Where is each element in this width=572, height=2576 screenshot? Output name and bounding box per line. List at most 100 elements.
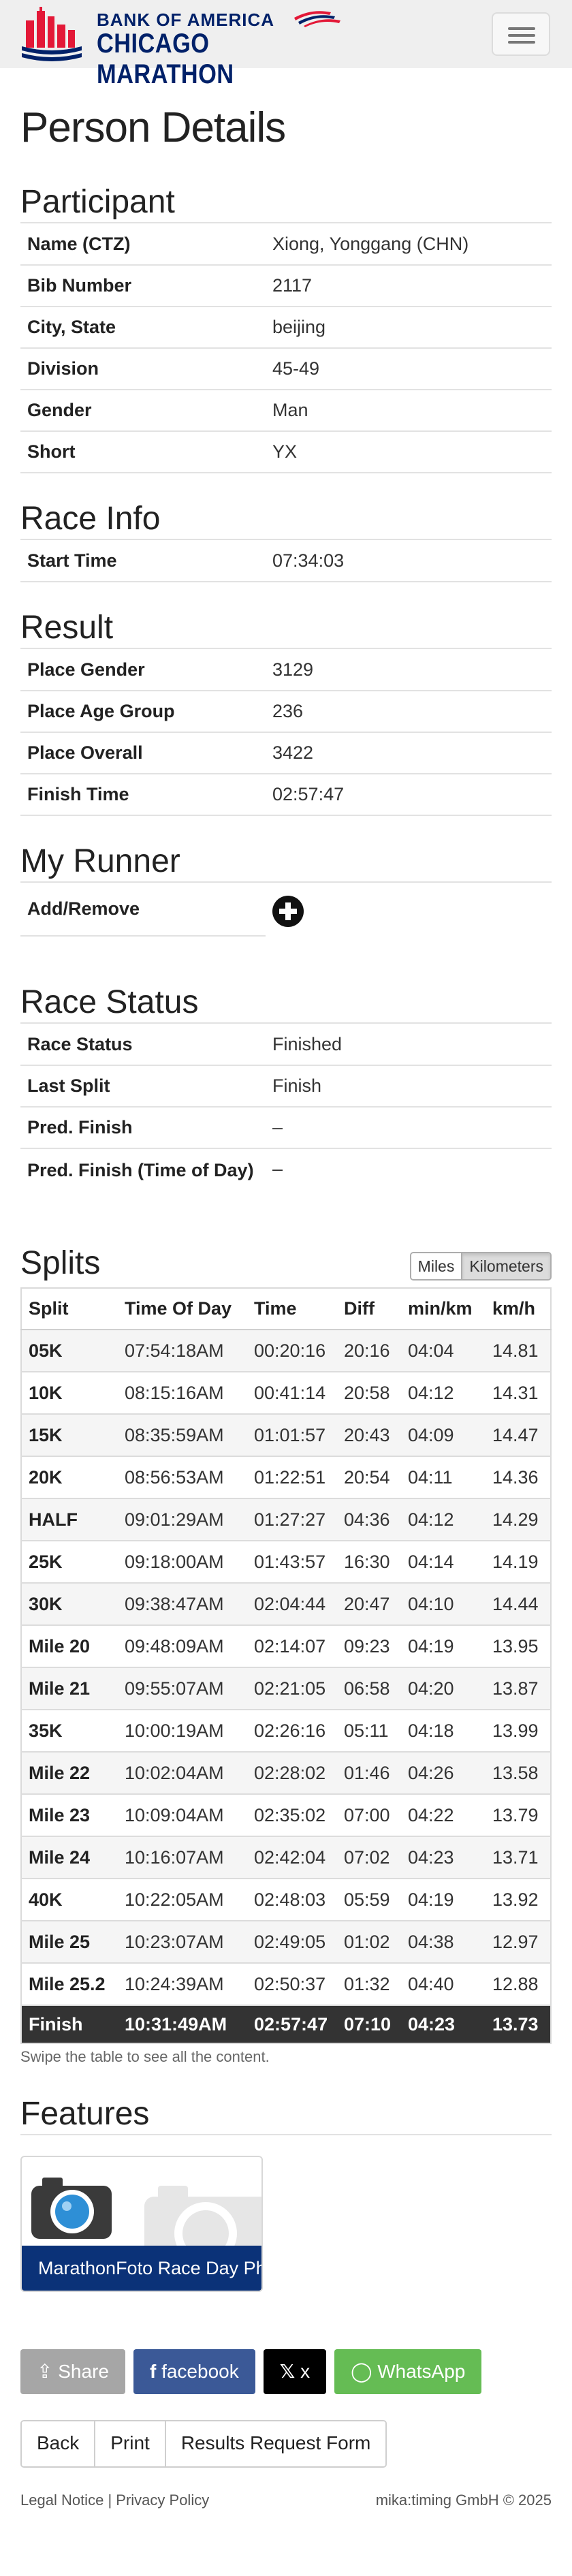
- split-cell: 04:10: [401, 1582, 486, 1625]
- legal-notice-link[interactable]: Legal Notice: [20, 2492, 104, 2509]
- split-cell: 05:11: [337, 1709, 401, 1752]
- plus-circle-icon[interactable]: [272, 895, 304, 927]
- split-label: 20K: [21, 1456, 118, 1498]
- split-cell: 07:00: [337, 1793, 401, 1836]
- split-cell: 04:04: [401, 1329, 486, 1372]
- table-row: Add/Remove: [20, 883, 552, 937]
- split-cell: 04:40: [401, 1962, 486, 2005]
- split-cell: 04:26: [401, 1751, 486, 1794]
- table-row: Mile 23 10:09:04AM 02:35:02 07:00 04:22 13.79: [21, 1793, 551, 1836]
- main-content: Person Details Participant Name (CTZ) Xio…: [0, 95, 572, 2468]
- split-label: Mile 23: [21, 1793, 118, 1836]
- result-table: Place Gender 3129 Place Age Group 236 Plac…: [20, 649, 552, 816]
- split-cell: 08:35:59AM: [118, 1413, 247, 1456]
- split-cell: 09:18:00AM: [118, 1540, 247, 1583]
- split-label: Mile 25.2: [21, 1962, 118, 2005]
- table-row: Division 45-49: [20, 348, 552, 390]
- table-row: Short YX: [20, 431, 552, 473]
- split-cell: 20:47: [337, 1582, 401, 1625]
- row-label: Place Overall: [20, 732, 266, 774]
- column-header: Split: [21, 1288, 118, 1330]
- table-row: Last Split Finish: [20, 1065, 552, 1108]
- print-button[interactable]: Print: [94, 2421, 165, 2466]
- table-row: 05K 07:54:18AM 00:20:16 20:16 04:04 14.81: [21, 1329, 551, 1372]
- row-label: Last Split: [20, 1065, 266, 1108]
- features-section: Features MarathonFoto Race Day Photos: [20, 2093, 552, 2292]
- row-value: 3422: [266, 732, 552, 774]
- camera-icon: [31, 2178, 112, 2239]
- split-cell: 10:16:07AM: [118, 1836, 247, 1879]
- split-cell: 04:19: [401, 1624, 486, 1667]
- split-cell: 07:54:18AM: [118, 1329, 247, 1372]
- race-info-section: Race Info Start Time 07:34:03: [20, 498, 552, 582]
- back-button[interactable]: Back: [22, 2421, 95, 2466]
- my-runner-table: Add/Remove: [20, 883, 552, 937]
- split-cell: 20:16: [337, 1329, 401, 1372]
- privacy-policy-link[interactable]: Privacy Policy: [116, 2492, 210, 2509]
- row-label: City, State: [20, 307, 266, 349]
- column-header: Time Of Day: [118, 1288, 247, 1330]
- row-value: Finish: [266, 1065, 552, 1108]
- brand-line-1: BANK OF AMERICA: [97, 10, 275, 30]
- table-row: Mile 22 10:02:04AM 02:28:02 01:46 04:26 13.58: [21, 1751, 551, 1794]
- share-button[interactable]: ⇪ Share: [20, 2349, 125, 2394]
- results-request-form-button[interactable]: Results Request Form: [164, 2421, 386, 2466]
- split-cell: 02:26:16: [247, 1709, 337, 1752]
- footer-copyright: mika:timing GmbH © 2025: [375, 2492, 552, 2509]
- hamburger-icon-bar: [508, 27, 535, 30]
- splits-table[interactable]: Split Time Of Day Time Diff min/km km/h …: [20, 1287, 552, 2044]
- facebook-icon: f: [149, 2361, 162, 2382]
- split-cell: 04:11: [401, 1456, 486, 1498]
- split-cell: 04:36: [337, 1498, 401, 1541]
- hamburger-menu-button[interactable]: [492, 12, 550, 56]
- split-cell: 14.36: [486, 1456, 551, 1498]
- x-icon: 𝕏: [279, 2361, 301, 2382]
- split-cell: 07:02: [337, 1836, 401, 1879]
- participant-section: Participant Name (CTZ) Xiong, Yonggang (C…: [20, 181, 552, 473]
- split-label: Mile 24: [21, 1836, 118, 1879]
- split-label: Mile 25: [21, 1920, 118, 1963]
- table-row: 35K 10:00:19AM 02:26:16 05:11 04:18 13.99: [21, 1709, 551, 1752]
- split-cell: 00:20:16: [247, 1329, 337, 1372]
- kilometers-toggle-button[interactable]: Kilometers: [461, 1253, 550, 1279]
- split-label: 10K: [21, 1371, 118, 1414]
- site-header: BANK OF AMERICA CHICAGO MARATHON: [0, 0, 572, 89]
- row-label: Bib Number: [20, 265, 266, 307]
- split-cell: 08:15:16AM: [118, 1371, 247, 1414]
- unit-toggle: Miles Kilometers: [409, 1252, 552, 1281]
- table-row: Start Time 07:34:03: [20, 540, 552, 582]
- split-label: Finish: [21, 2005, 118, 2043]
- split-cell: 01:43:57: [247, 1540, 337, 1583]
- x-share-button[interactable]: 𝕏 x: [263, 2349, 327, 2394]
- split-cell: 02:35:02: [247, 1793, 337, 1836]
- row-value: –: [266, 1107, 552, 1149]
- split-cell: 04:19: [401, 1878, 486, 1921]
- split-cell: 08:56:53AM: [118, 1456, 247, 1498]
- split-cell: 01:01:57: [247, 1413, 337, 1456]
- split-cell: 13.99: [486, 1709, 551, 1752]
- split-cell: 20:58: [337, 1371, 401, 1414]
- split-cell: 04:12: [401, 1498, 486, 1541]
- marathonfoto-card[interactable]: MarathonFoto Race Day Photos: [20, 2156, 263, 2292]
- split-cell: 02:49:05: [247, 1920, 337, 1963]
- participant-table: Name (CTZ) Xiong, Yonggang (CHN) Bib Numb…: [20, 223, 552, 473]
- split-cell: 20:43: [337, 1413, 401, 1456]
- row-value: Finished: [266, 1024, 552, 1066]
- split-label: Mile 20: [21, 1624, 118, 1667]
- split-cell: 10:22:05AM: [118, 1878, 247, 1921]
- footer-links: Legal Notice | Privacy Policy: [20, 2487, 209, 2514]
- table-row: Mile 25.2 10:24:39AM 02:50:37 01:32 04:40 12.…: [21, 1962, 551, 2005]
- whatsapp-share-button[interactable]: ◯ WhatsApp: [334, 2349, 482, 2394]
- split-cell: 04:23: [401, 1836, 486, 1879]
- split-cell: 02:14:07: [247, 1624, 337, 1667]
- row-label: Start Time: [20, 540, 266, 582]
- split-cell: 06:58: [337, 1667, 401, 1710]
- race-info-table: Start Time 07:34:03: [20, 540, 552, 582]
- miles-toggle-button[interactable]: Miles: [411, 1253, 462, 1279]
- split-label: Mile 21: [21, 1667, 118, 1710]
- row-value: YX: [266, 431, 552, 473]
- race-status-table: Race Status Finished Last Split Finish Pre…: [20, 1024, 552, 1215]
- row-label: Division: [20, 348, 266, 390]
- facebook-share-button[interactable]: f facebook: [133, 2349, 255, 2394]
- site-logo[interactable]: BANK OF AMERICA CHICAGO MARATHON: [19, 5, 360, 89]
